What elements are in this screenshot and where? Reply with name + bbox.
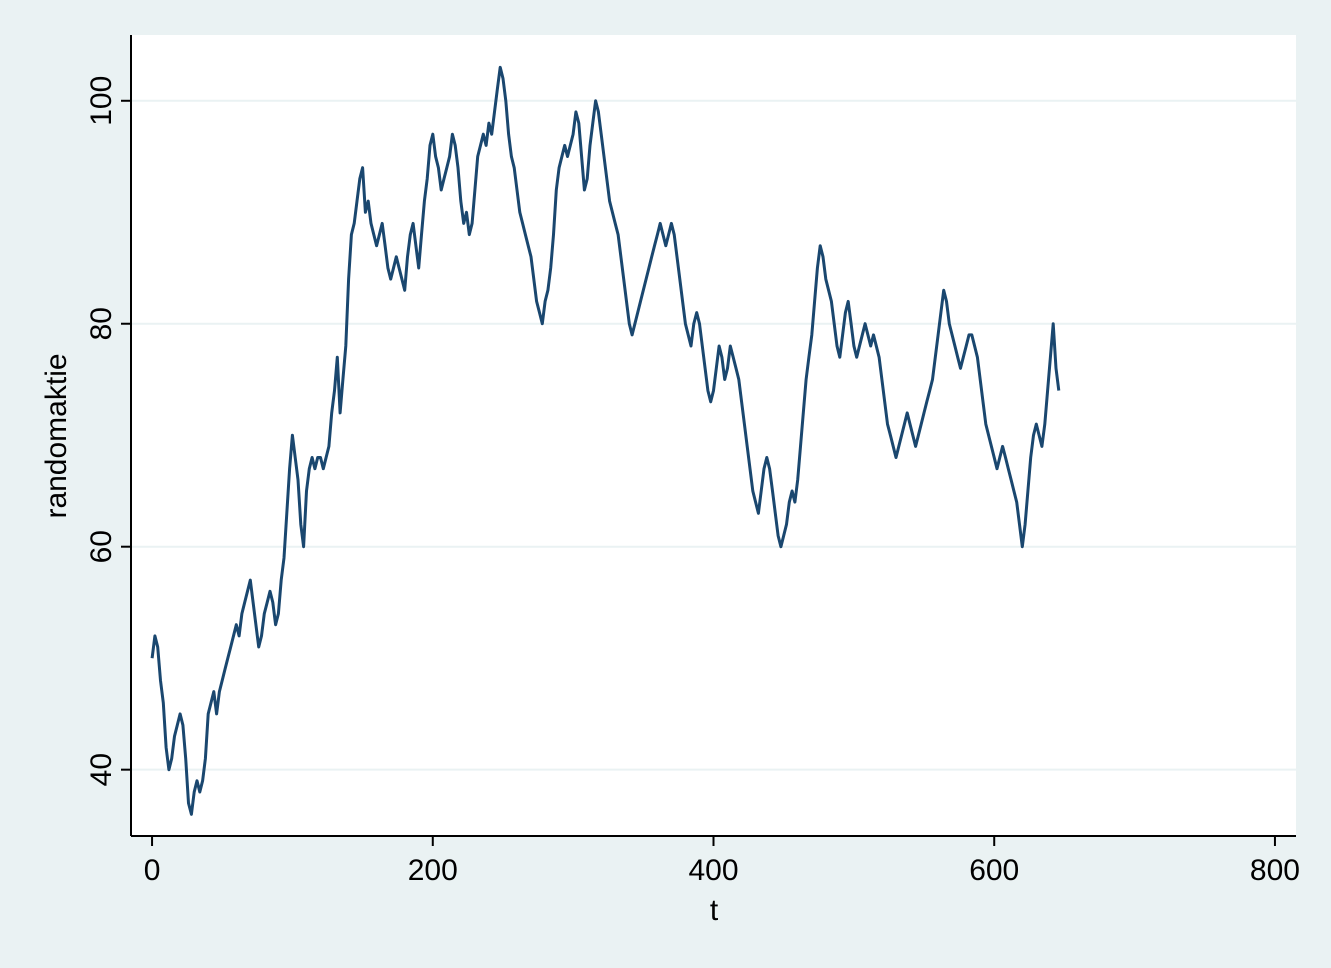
y-tick-label: 80 [85,307,118,340]
x-axis-title: t [710,894,719,927]
x-ticks: 0 200 400 600 800 [144,836,1300,887]
plot-area [131,35,1296,836]
y-axis-title: randomaktie [40,353,73,518]
y-ticks: 40 60 80 100 [85,76,131,786]
y-tick-label: 40 [85,753,118,786]
x-tick-label: 200 [408,854,458,887]
y-tick-label: 60 [85,530,118,563]
x-tick-label: 800 [1250,854,1300,887]
x-tick-label: 400 [688,854,738,887]
y-tick-label: 100 [85,76,118,126]
series-line-randomaktie [150,65,1061,816]
gridlines [132,99,1296,771]
x-tick-label: 0 [144,854,161,887]
x-tick-label: 600 [969,854,1019,887]
